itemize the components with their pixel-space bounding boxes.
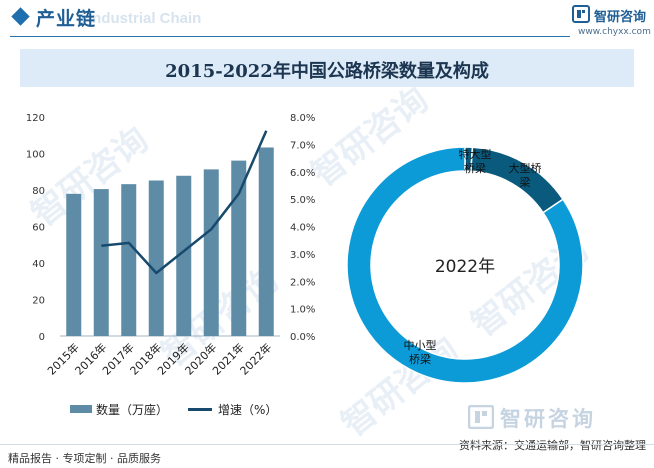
- left-axis-tick-label: 0: [39, 332, 45, 343]
- slice-label: 特大型桥梁: [459, 147, 492, 175]
- bar: [66, 193, 82, 336]
- footer-services: 精品报告 · 专项定制 · 品质服务: [8, 452, 161, 465]
- legend-swatch-line: [188, 408, 212, 411]
- bar: [258, 147, 274, 336]
- growth-line: [101, 130, 268, 275]
- title-band: 2015-2022年中国公路桥梁数量及构成: [20, 49, 634, 87]
- bar-line-chart: 0 20 40 60 80 100 120 0.0% 1.0% 2.0% 3.0% 4.0% 5.0% 6…: [26, 113, 316, 378]
- left-axis-tick-label: 120: [26, 113, 45, 124]
- left-axis-tick-label: 60: [32, 223, 45, 234]
- right-axis-tick-label: 2.0%: [290, 277, 315, 288]
- bar: [231, 160, 247, 336]
- right-axis-tick-label: 6.0%: [290, 168, 315, 179]
- chart-legend: 数量（万座） 增速（%）: [70, 400, 310, 418]
- right-axis-tick-label: 3.0%: [290, 250, 315, 261]
- legend-label-line: 增速（%）: [218, 403, 278, 417]
- footer-divider: [0, 444, 654, 445]
- legend-label-bar: 数量（万座）: [96, 403, 169, 417]
- left-axis-tick-label: 100: [26, 150, 45, 161]
- site-url[interactable]: www.chyxx.com: [578, 27, 651, 37]
- left-axis-tick-label: 20: [32, 296, 45, 307]
- slice-label: 大型桥梁: [509, 161, 542, 189]
- section-title: 产业链: [36, 8, 97, 30]
- brand-logo-icon: [468, 405, 494, 429]
- right-axis-tick-label: 5.0%: [290, 195, 315, 206]
- brand-logo-icon: [572, 5, 590, 23]
- header-divider: [10, 36, 570, 37]
- donut-center-label: 2022年: [435, 257, 495, 277]
- legend-swatch-bar: [70, 405, 92, 413]
- bottom-brand-mark: 智研咨询: [468, 405, 638, 431]
- section-subtitle: Industrial Chain: [88, 10, 202, 27]
- diamond-icon: [11, 7, 30, 26]
- bottom-brand-name: 智研咨询: [500, 407, 596, 431]
- header: Industrial Chain 产业链 智研咨询 www.chyxx.com: [0, 0, 654, 40]
- bar: [121, 184, 137, 336]
- bar: [176, 175, 192, 336]
- source-note: 资料来源：交通运输部，智研咨询整理: [459, 439, 646, 452]
- right-axis-tick-label: 0.0%: [290, 332, 315, 343]
- bar: [203, 169, 219, 336]
- left-axis-tick-label: 80: [32, 186, 45, 197]
- bar: [93, 189, 109, 336]
- left-axis-tick-label: 40: [32, 259, 45, 270]
- donut-slice: [346, 146, 584, 384]
- bar: [148, 180, 164, 336]
- chart-title: 2015-2022年中国公路桥梁数量及构成: [165, 61, 489, 82]
- slice-label: 中小型桥梁: [404, 338, 437, 366]
- right-axis-tick-label: 4.0%: [290, 223, 315, 234]
- right-axis-tick-label: 7.0%: [290, 140, 315, 151]
- right-axis-tick-label: 1.0%: [290, 305, 315, 316]
- brand-name: 智研咨询: [594, 10, 647, 25]
- right-axis-tick-label: 8.0%: [290, 113, 315, 124]
